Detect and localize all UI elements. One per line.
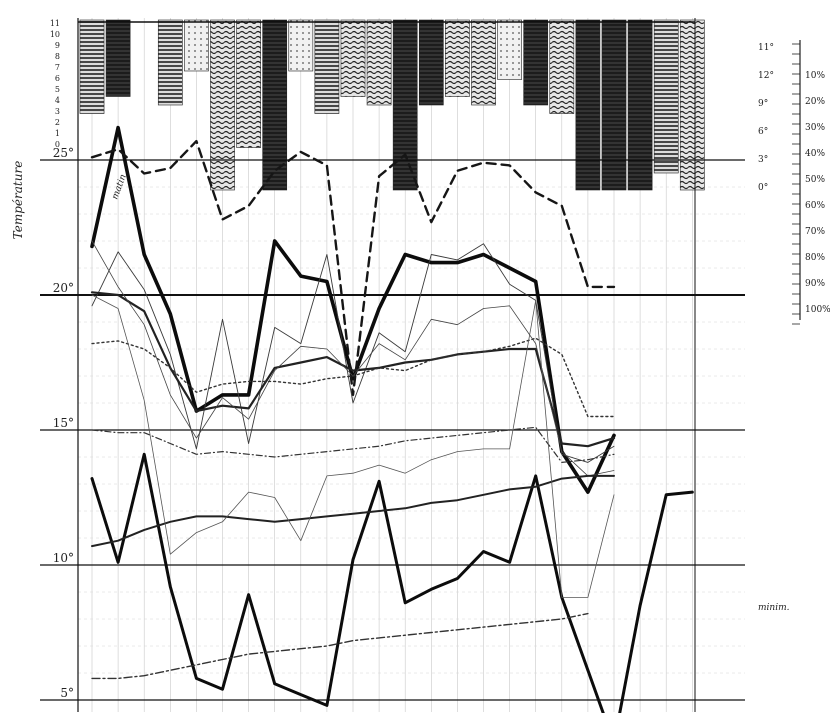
upper-scale-tick: 3 [55,107,60,116]
cloud-bar [262,19,288,191]
cloud-bar [445,19,470,97]
upper-scale-tick: 7 [55,63,60,72]
cloud-bar [679,19,705,191]
cloud-bar [105,19,131,97]
upper-scale-tick: 8 [55,52,60,61]
right-degree-label: 9° [758,99,768,109]
cloud-bar [236,19,261,148]
right-percent-label: 100% [805,305,830,315]
cloud-bar [366,19,392,106]
y-tick-label: 20° [53,281,74,295]
series-line-bold-lower [90,452,694,717]
right-percent-label: 70% [805,227,825,237]
cloud-bar [627,19,653,191]
cloud-bar [314,19,340,114]
cloud-bar [340,19,366,97]
right-degree-label: 3° [758,155,768,165]
series-line-bold-upper [90,125,616,494]
series-line-dotted [91,337,615,418]
right-percent-label: 50% [805,175,825,185]
right-degree-label: 0° [758,183,768,193]
y-tick-label: 15° [53,416,74,430]
y-tick-label: 10° [53,551,74,565]
right-degree-label: 12° [758,71,774,81]
cloud-bar [471,19,496,106]
right-degree-label: 6° [758,127,768,137]
series-line-smooth-lower [91,474,615,548]
series-line-dashed-upper [90,139,616,397]
cloud-bars [79,19,705,191]
upper-scale-tick: 10 [50,30,60,39]
axes [40,18,801,712]
annotation-label: minim. [758,603,790,613]
cloud-bar [184,19,209,72]
series-lines [90,125,694,717]
cloud-bar [392,19,418,191]
cloud-bar [523,19,549,106]
cloud-bar [653,19,679,174]
cloud-bar [549,19,575,114]
upper-scale-tick: 4 [55,96,60,105]
right-percent-label: 10% [805,71,825,81]
y-tick-label: 25° [53,146,74,160]
right-degree-label: 11° [758,43,774,53]
cloud-bar [601,19,627,191]
right-percent-label: 20% [805,97,825,107]
upper-scale-label: Température [11,161,25,240]
y-tick-label: 5° [60,686,74,700]
cloud-bar [210,19,235,191]
upper-scale-tick: 11 [50,19,60,28]
cloud-bar [288,19,314,72]
labels: 25°20°15°10°5°11109876543210Température1… [11,19,830,700]
right-percent-label: 90% [805,279,825,289]
cloud-bar [497,19,522,80]
right-percent-label: 40% [805,149,825,159]
series-line-thin-max [91,243,615,463]
cloud-bar [79,19,105,114]
series-line-thin-lower [91,294,615,598]
right-percent-label: 80% [805,253,825,263]
upper-scale-tick: 0 [55,140,60,149]
upper-scale-tick: 2 [55,118,60,127]
upper-scale-tick: 5 [55,85,60,94]
cloud-bar [575,19,601,191]
upper-scale-tick: 9 [55,41,60,50]
right-percent-label: 30% [805,123,825,133]
upper-scale-tick: 6 [55,74,60,83]
upper-scale-tick: 1 [55,129,60,138]
series-line-dash-dot-low [91,612,589,680]
right-percent-label: 60% [805,201,825,211]
series-line-dash-dot-mid [91,426,615,463]
cloud-bar [157,19,183,106]
cloud-bar [418,19,444,106]
